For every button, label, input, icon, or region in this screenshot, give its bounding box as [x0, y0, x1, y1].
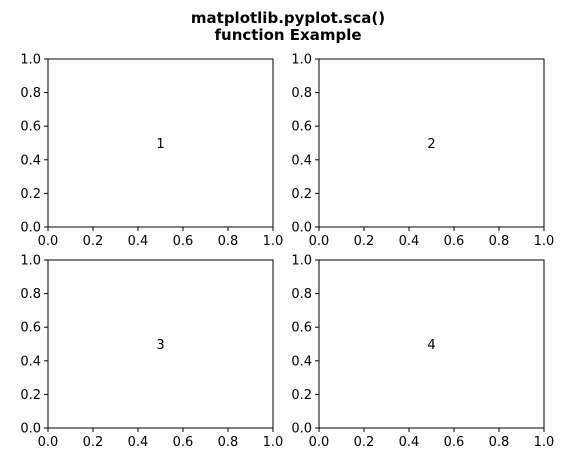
- subplot-1: 0.0 0.2 0.4 0.6 0.8 1.0 0.0 0.2 0.4 0.6 0.8 1.0 1: [20, 53, 283, 250]
- subplot-4-ytick-label: 0.0: [291, 422, 312, 437]
- subplot-4-xtick-label: 0.4: [399, 435, 420, 450]
- subplot-4-ytick-label: 0.6: [291, 321, 312, 336]
- subplot-3-xtick-label: 0.6: [173, 435, 194, 450]
- subplot-2-ytick-label: 0.2: [291, 187, 312, 202]
- subplot-3-ytick-label: 0.8: [20, 287, 41, 302]
- subplot-3-ytick-label: 0.0: [20, 422, 41, 437]
- figure-title-line-1: matplotlib.pyplot.sca(): [191, 9, 385, 27]
- subplot-1-xtick-label: 0.0: [38, 234, 59, 249]
- subplot-1-xtick-label: 0.2: [83, 234, 104, 249]
- subplot-2-xtick-label: 1.0: [534, 234, 555, 249]
- subplot-4-annotation: 4: [427, 338, 435, 353]
- subplot-2-xtick-label: 0.2: [354, 234, 375, 249]
- subplot-2-xtick-label: 0.6: [444, 234, 465, 249]
- figure-title-line-2: function Example: [214, 26, 361, 44]
- subplot-1-ytick-label: 1.0: [20, 53, 41, 68]
- subplot-2-xtick-label: 0.0: [309, 234, 330, 249]
- subplot-2: 0.0 0.2 0.4 0.6 0.8 1.0 0.0 0.2 0.4 0.6 0.8 1.0 2: [291, 53, 554, 250]
- subplot-1-xtick-label: 0.4: [128, 234, 149, 249]
- subplot-4-ytick-label: 1.0: [291, 254, 312, 269]
- subplot-1-xtick-label: 0.8: [218, 234, 239, 249]
- subplot-grid: 0.0 0.2 0.4 0.6 0.8 1.00.00.20.40.60.81.010.0…: [20, 53, 554, 451]
- subplot-4-ytick-label: 0.8: [291, 287, 312, 302]
- subplot-2-xtick-label: 0.4: [399, 234, 420, 249]
- subplot-2-ytick-label: 0.4: [291, 153, 312, 168]
- subplot-3-xtick-label: 1.0: [263, 435, 284, 450]
- subplot-1-ytick-label: 0.0: [20, 221, 41, 236]
- subplot-4-frame: [318, 259, 545, 429]
- subplot-2-xtick-label: 0.8: [489, 234, 510, 249]
- subplot-2-ytick-label: 0.6: [291, 120, 312, 135]
- subplot-3: 0.0 0.2 0.4 0.6 0.8 1.0 0.0 0.2 0.4 0.6 0.8 1.0 3: [20, 254, 283, 451]
- subplot-4-ytick-label: 0.4: [291, 354, 312, 369]
- subplot-4: 0.0 0.2 0.4 0.6 0.8 1.0 0.0 0.2 0.4 0.6 0.8 1.0 4: [291, 254, 554, 451]
- subplot-3-ytick-label: 0.4: [20, 354, 41, 369]
- subplot-4-xtick-label: 0.6: [444, 435, 465, 450]
- subplot-1-xtick-label: 1.0: [263, 234, 284, 249]
- subplot-2-annotation: 2: [427, 137, 435, 152]
- subplot-3-xtick-label: 0.2: [83, 435, 104, 450]
- subplot-1-ytick-label: 0.6: [20, 120, 41, 135]
- subplot-4-xtick-label: 0.2: [354, 435, 375, 450]
- subplot-3-ytick-label: 0.6: [20, 321, 41, 336]
- subplot-4-xtick-label: 1.0: [534, 435, 555, 450]
- subplot-4-ytick-label: 0.2: [291, 388, 312, 403]
- subplot-2-ytick-label: 0.8: [291, 86, 312, 101]
- subplot-2-frame: [318, 58, 545, 228]
- subplot-3-frame: [47, 259, 274, 429]
- subplot-1-annotation: 1: [156, 137, 164, 152]
- subplot-1-ytick-label: 0.8: [20, 86, 41, 101]
- subplot-1-ytick-label: 0.2: [20, 187, 41, 202]
- subplot-1-frame: [47, 58, 274, 228]
- subplot-2-ytick-label: 0.0: [291, 221, 312, 236]
- subplot-2-ytick-label: 1.0: [291, 53, 312, 68]
- subplot-3-ytick-label: 0.2: [20, 388, 41, 403]
- subplot-3-xtick-label: 0.8: [218, 435, 239, 450]
- subplot-3-annotation: 3: [156, 338, 164, 353]
- subplot-3-xtick-label: 0.0: [38, 435, 59, 450]
- subplot-3-xtick-label: 0.4: [128, 435, 149, 450]
- subplot-3-ytick-label: 1.0: [20, 254, 41, 269]
- subplot-4-xtick-label: 0.0: [309, 435, 330, 450]
- subplot-1-ytick-label: 0.4: [20, 153, 41, 168]
- subplot-1-xtick-label: 0.6: [173, 234, 194, 249]
- subplot-4-xtick-label: 0.8: [489, 435, 510, 450]
